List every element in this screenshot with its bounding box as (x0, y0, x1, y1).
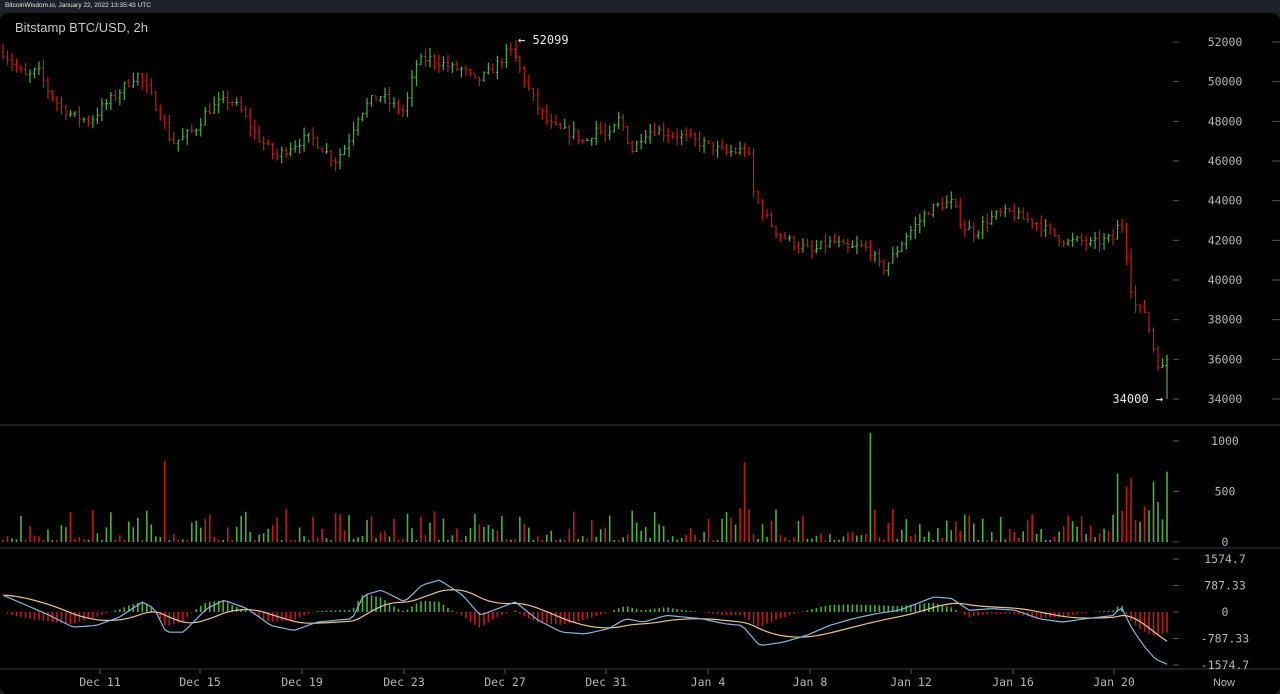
date-axis-label: Jan 12 (890, 675, 932, 689)
date-axis-now: Now (1213, 677, 1235, 689)
price-axis-label: 34000 (1208, 392, 1243, 406)
low-price-annotation: 34000 → (1112, 392, 1163, 406)
price-axis-label: 46000 (1208, 154, 1243, 168)
date-axis-label: Dec 19 (281, 675, 323, 689)
volume-axis-label: 0 (1222, 535, 1229, 549)
chart-title: Bitstamp BTC/USD, 2h (15, 20, 148, 35)
macd-axis-label: -787.33 (1201, 631, 1250, 645)
date-axis-label: Jan 20 (1093, 675, 1135, 689)
date-axis-label: Jan 8 (793, 675, 828, 689)
macd-axis-label: 1574.7 (1204, 552, 1246, 566)
price-axis-label: 48000 (1208, 114, 1243, 128)
source-timestamp: BitcoinWisdom.io, January 22, 2022 13:35… (5, 2, 151, 9)
macd-line (2, 579, 1168, 665)
candlestick-series (1, 42, 1169, 372)
volume-series (2, 432, 1168, 542)
macd-axis-label: 0 (1222, 605, 1229, 619)
date-axis-label: Dec 31 (585, 675, 627, 689)
date-axis-label: Jan 16 (992, 675, 1034, 689)
macd-signal-line (2, 589, 1168, 642)
date-axis-label: Dec 15 (179, 675, 221, 689)
price-axis-label: 52000 (1208, 35, 1243, 49)
volume-axis-label: 1000 (1211, 434, 1239, 448)
volume-axis-label: 500 (1215, 485, 1236, 499)
price-axis-label: 40000 (1208, 273, 1243, 287)
price-axis-label: 36000 (1208, 352, 1243, 366)
price-axis-label: 42000 (1208, 233, 1243, 247)
price-axis-label: 44000 (1208, 194, 1243, 208)
date-axis-label: Dec 27 (484, 675, 526, 689)
macd-histogram (6, 594, 1168, 636)
source-bar: BitcoinWisdom.io, January 22, 2022 13:35… (0, 0, 1280, 13)
macd-axis-label: -1574.7 (1201, 658, 1250, 672)
price-axis-label: 50000 (1208, 75, 1243, 89)
macd-axis-label: 787.33 (1204, 579, 1246, 593)
chart-frame: ← 52099 34000 → 52000 50000 48000 46000 44000 4… (0, 13, 1280, 694)
high-price-annotation: ← 52099 (518, 33, 569, 47)
date-axis-label: Dec 11 (79, 675, 121, 689)
date-axis-label: Jan 4 (691, 675, 726, 689)
price-axis-label: 38000 (1208, 313, 1243, 327)
date-axis-label: Dec 23 (383, 675, 425, 689)
